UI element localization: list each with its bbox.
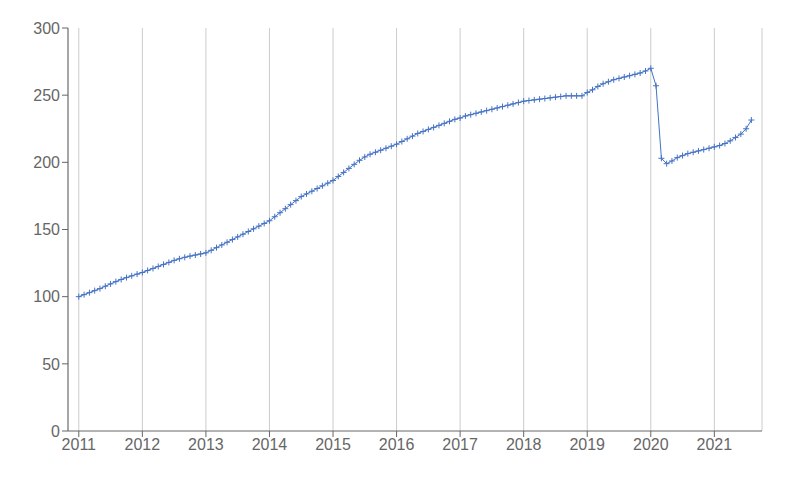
svg-text:2018: 2018 <box>506 436 542 453</box>
svg-text:2016: 2016 <box>379 436 415 453</box>
svg-text:2011: 2011 <box>62 436 97 453</box>
svg-text:150: 150 <box>33 221 60 238</box>
svg-text:200: 200 <box>33 154 60 171</box>
svg-text:2015: 2015 <box>315 436 351 453</box>
svg-text:2020: 2020 <box>633 436 669 453</box>
svg-text:2019: 2019 <box>569 436 605 453</box>
svg-text:2012: 2012 <box>125 436 161 453</box>
svg-text:0: 0 <box>51 423 60 440</box>
svg-text:250: 250 <box>33 87 60 104</box>
svg-text:300: 300 <box>33 20 60 37</box>
svg-text:2014: 2014 <box>252 436 288 453</box>
svg-text:100: 100 <box>33 288 60 305</box>
svg-text:50: 50 <box>42 356 60 373</box>
svg-text:2017: 2017 <box>442 436 478 453</box>
svg-text:2021: 2021 <box>697 436 733 453</box>
svg-text:2013: 2013 <box>188 436 224 453</box>
